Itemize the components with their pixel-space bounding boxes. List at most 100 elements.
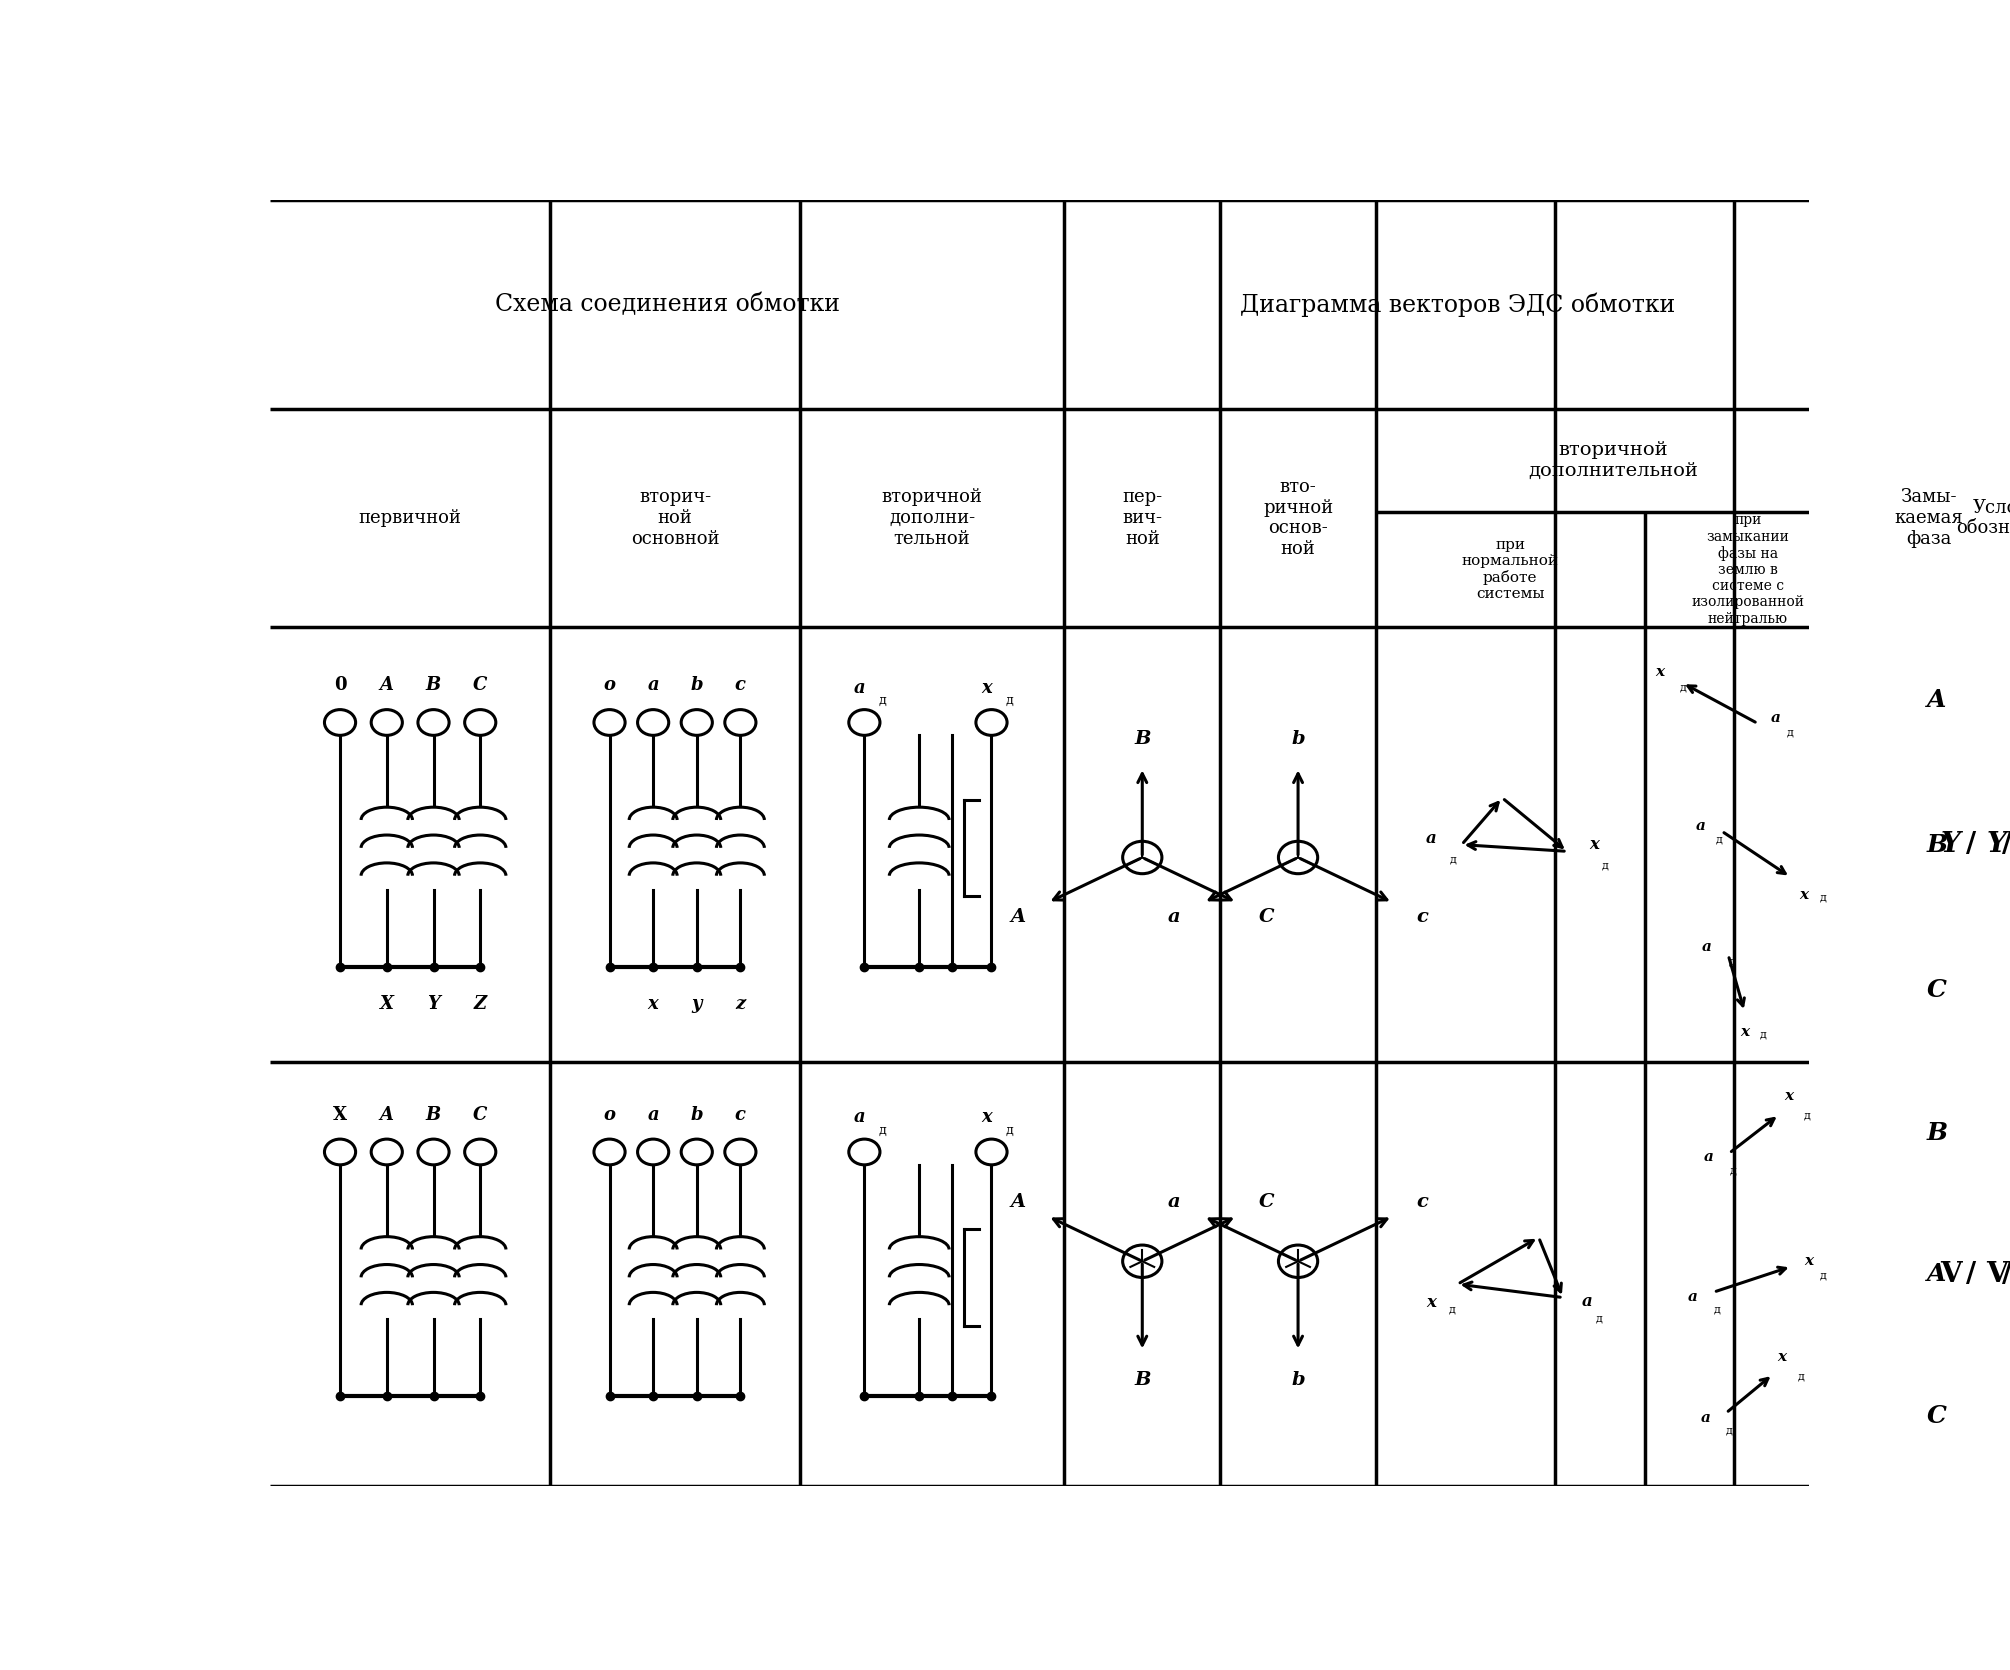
Text: Диаграмма векторов ЭДС обмотки: Диаграмма векторов ЭДС обмотки	[1240, 292, 1676, 317]
Text: /: /	[1966, 1261, 1976, 1288]
Text: a: a	[647, 676, 659, 695]
Text: a: a	[1771, 711, 1781, 725]
Text: д: д	[1787, 728, 1795, 738]
Text: a: a	[1702, 940, 1713, 954]
Text: вторич-
ной
основной: вторич- ной основной	[631, 488, 720, 548]
Circle shape	[324, 710, 356, 735]
Circle shape	[418, 710, 448, 735]
Circle shape	[324, 1139, 356, 1166]
Text: д: д	[1005, 695, 1013, 706]
Text: X: X	[334, 1106, 348, 1124]
Text: при
нормальной
работе
системы: при нормальной работе системы	[1461, 538, 1560, 601]
Text: x: x	[1777, 1349, 1787, 1364]
Text: x: x	[981, 1109, 993, 1126]
Text: Y: Y	[426, 995, 440, 1014]
Text: C: C	[1258, 908, 1274, 925]
Text: 0: 0	[334, 676, 346, 695]
Text: a: a	[854, 678, 866, 696]
Text: B: B	[1926, 1121, 1948, 1144]
Circle shape	[372, 710, 402, 735]
Circle shape	[464, 1139, 496, 1166]
Text: x: x	[981, 678, 993, 696]
Text: д: д	[1797, 1371, 1805, 1381]
Circle shape	[848, 1139, 880, 1166]
Text: A: A	[380, 1106, 394, 1124]
Text: д: д	[1602, 860, 1608, 870]
Circle shape	[681, 1139, 712, 1166]
Text: Y: Y	[1942, 832, 1960, 858]
Text: b: b	[691, 676, 704, 695]
Circle shape	[637, 1139, 669, 1166]
Text: д: д	[878, 1124, 886, 1137]
Text: b: b	[1290, 1371, 1304, 1388]
Text: z: z	[736, 995, 746, 1014]
Text: a: a	[854, 1109, 866, 1126]
Text: B: B	[426, 1106, 440, 1124]
Text: b: b	[691, 1106, 704, 1124]
Text: a: a	[1688, 1291, 1698, 1304]
Text: x: x	[1741, 1025, 1749, 1039]
Text: Условное
обозначение: Условное обозначение	[1956, 499, 2010, 538]
Text: д: д	[878, 695, 886, 706]
Text: д: д	[1715, 835, 1723, 845]
Circle shape	[637, 710, 669, 735]
Text: A: A	[1928, 1263, 1946, 1286]
Circle shape	[681, 710, 712, 735]
Text: c: c	[1417, 908, 1429, 925]
Text: при
замыкании
фазы на
землю в
системе с
изолированной
нейтралью: при замыкании фазы на землю в системе с …	[1690, 513, 1805, 626]
Circle shape	[726, 1139, 756, 1166]
Text: x: x	[1425, 1294, 1435, 1311]
Text: a: a	[1704, 1151, 1715, 1164]
Text: a: a	[1168, 908, 1180, 925]
Text: Y: Y	[1986, 832, 2006, 858]
Circle shape	[977, 710, 1007, 735]
Text: д: д	[1729, 957, 1735, 967]
Text: д: д	[1729, 1166, 1737, 1176]
Text: пер-
вич-
ной: пер- вич- ной	[1122, 488, 1162, 548]
Text: V: V	[1986, 1261, 2008, 1288]
Text: C: C	[472, 1106, 488, 1124]
Text: x: x	[1799, 888, 1809, 902]
Circle shape	[977, 1139, 1007, 1166]
Text: первичной: первичной	[358, 509, 462, 528]
Text: д: д	[1803, 1111, 1811, 1121]
Text: c: c	[736, 1106, 746, 1124]
Text: V: V	[1940, 1261, 1962, 1288]
Text: C: C	[1258, 1192, 1274, 1211]
Text: Замы-
каемая
фаза: Замы- каемая фаза	[1895, 488, 1964, 548]
Text: x: x	[1803, 1254, 1813, 1268]
Text: X: X	[380, 995, 394, 1014]
Text: a: a	[1700, 1411, 1711, 1425]
Text: x: x	[1654, 665, 1664, 680]
Text: д: д	[1819, 892, 1827, 902]
Text: д: д	[1005, 1124, 1013, 1137]
Text: B: B	[1134, 730, 1150, 748]
Text: д: д	[1678, 683, 1686, 693]
Circle shape	[418, 1139, 448, 1166]
Text: o: o	[603, 676, 615, 695]
Text: д: д	[1819, 1269, 1827, 1279]
Text: b: b	[1290, 730, 1304, 748]
Text: A: A	[380, 676, 394, 695]
Circle shape	[372, 1139, 402, 1166]
Text: д: д	[1727, 1426, 1733, 1436]
Text: a: a	[1696, 818, 1704, 833]
Text: Z: Z	[474, 995, 486, 1014]
Text: c: c	[736, 676, 746, 695]
Text: a: a	[1425, 830, 1437, 847]
Text: д: д	[1596, 1313, 1602, 1323]
Text: A: A	[1011, 1192, 1025, 1211]
Text: вторичной
дополни-
тельной: вторичной дополни- тельной	[882, 488, 983, 548]
Text: a: a	[647, 1106, 659, 1124]
Circle shape	[848, 710, 880, 735]
Circle shape	[595, 1139, 625, 1166]
Text: C: C	[1928, 977, 1946, 1002]
Text: /: /	[2002, 832, 2010, 858]
Text: B: B	[1926, 833, 1948, 857]
Text: B: B	[1134, 1371, 1150, 1388]
Text: x: x	[1588, 837, 1598, 853]
Text: д: д	[1715, 1304, 1721, 1314]
Text: C: C	[472, 676, 488, 695]
Text: A: A	[1928, 688, 1946, 711]
Text: вторичной
дополнительной: вторичной дополнительной	[1528, 441, 1698, 479]
